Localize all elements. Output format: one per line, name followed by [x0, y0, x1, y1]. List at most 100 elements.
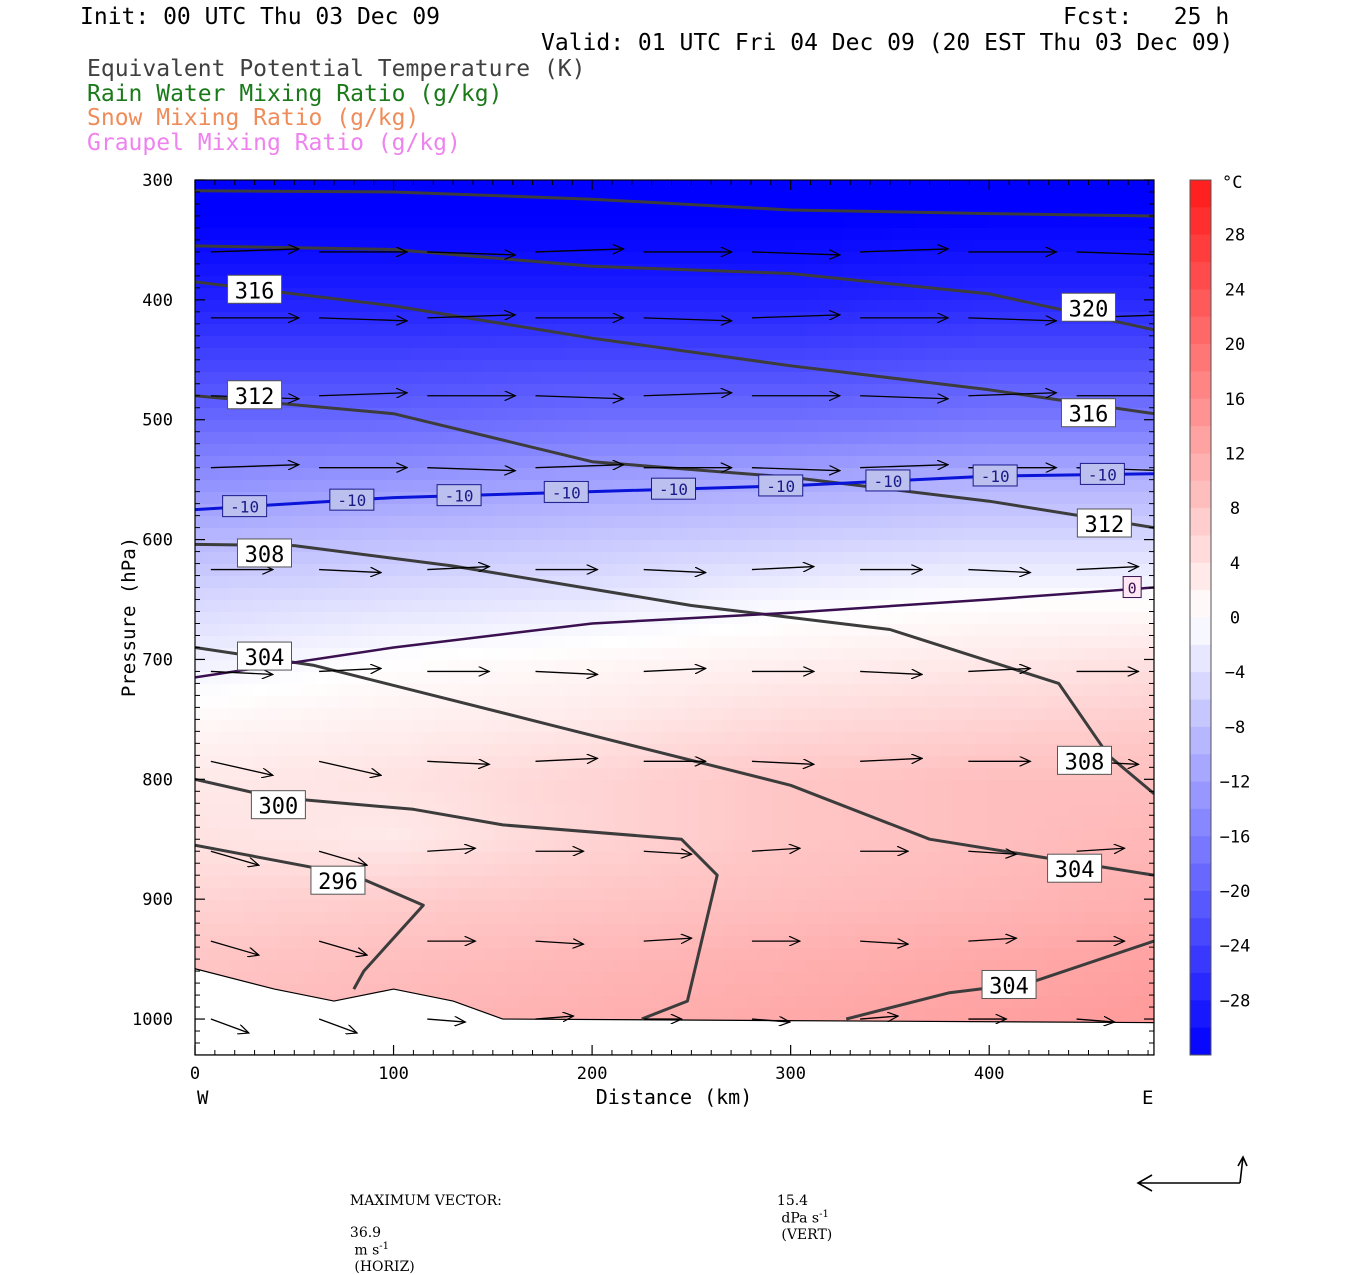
heat-cell — [267, 192, 280, 205]
heat-cell — [927, 528, 940, 541]
heat-cell — [903, 576, 916, 589]
heat-cell — [903, 720, 916, 733]
heat-cell — [315, 840, 328, 853]
heat-cell — [699, 552, 712, 565]
heat-cell — [483, 852, 496, 865]
heat-cell — [951, 828, 964, 841]
heat-cell — [195, 612, 208, 625]
heat-cell — [447, 360, 460, 373]
heat-cell — [303, 612, 316, 625]
heat-cell — [1023, 660, 1036, 673]
heat-cell — [1023, 312, 1036, 325]
heat-cell — [195, 648, 208, 661]
heat-cell — [639, 252, 652, 265]
heat-cell — [603, 516, 616, 529]
heat-cell — [723, 696, 736, 709]
heat-cell — [603, 384, 616, 397]
heat-cell — [555, 636, 568, 649]
heat-cell — [531, 912, 544, 925]
heat-cell — [1071, 216, 1084, 229]
heat-cell — [1023, 552, 1036, 565]
heat-cell — [1047, 528, 1060, 541]
heat-cell — [999, 180, 1012, 193]
heat-cell — [891, 660, 904, 673]
heat-cell — [663, 324, 676, 337]
heat-cell — [771, 552, 784, 565]
heat-cell — [471, 384, 484, 397]
heat-cell — [795, 180, 808, 193]
heat-cell — [663, 432, 676, 445]
heat-cell — [891, 564, 904, 577]
heat-cell — [195, 924, 208, 937]
heat-cell — [615, 372, 628, 385]
heat-cell — [543, 468, 556, 481]
heat-cell — [411, 780, 424, 793]
heat-cell — [675, 288, 688, 301]
heat-cell — [1023, 804, 1036, 817]
heat-cell — [747, 528, 760, 541]
heat-cell — [1023, 624, 1036, 637]
heat-cell — [543, 828, 556, 841]
heat-cell — [723, 384, 736, 397]
heat-cell — [687, 540, 700, 553]
heat-cell — [339, 912, 352, 925]
heat-cell — [1119, 648, 1132, 661]
heat-cell — [339, 456, 352, 469]
heat-cell — [1131, 708, 1144, 721]
heat-cell — [795, 300, 808, 313]
heat-cell — [831, 696, 844, 709]
heat-cell — [675, 516, 688, 529]
heat-cell — [771, 456, 784, 469]
heat-cell — [963, 336, 976, 349]
heat-cell — [771, 576, 784, 589]
heat-cell — [735, 732, 748, 745]
heat-cell — [1107, 264, 1120, 277]
heat-cell — [807, 696, 820, 709]
heat-cell — [807, 564, 820, 577]
heat-cell — [195, 828, 208, 841]
heat-cell — [243, 624, 256, 637]
heat-cell — [459, 240, 472, 253]
heat-cell — [843, 468, 856, 481]
heat-cell — [267, 624, 280, 637]
heat-cell — [939, 756, 952, 769]
heat-cell — [879, 912, 892, 925]
heat-cell — [867, 696, 880, 709]
heat-cell — [699, 780, 712, 793]
heat-cell — [615, 444, 628, 457]
heat-cell — [999, 612, 1012, 625]
heat-cell — [819, 300, 832, 313]
heat-cell — [627, 696, 640, 709]
heat-cell — [543, 876, 556, 889]
heat-cell — [819, 432, 832, 445]
heat-cell — [915, 576, 928, 589]
heat-cell — [1119, 252, 1132, 265]
heat-cell — [399, 744, 412, 757]
heat-cell — [975, 732, 988, 745]
heat-cell — [615, 864, 628, 877]
heat-cell — [219, 408, 232, 421]
heat-cell — [603, 348, 616, 361]
heat-cell — [1095, 888, 1108, 901]
heat-cell — [579, 588, 592, 601]
heat-cell — [843, 744, 856, 757]
heat-cell — [471, 684, 484, 697]
heat-cell — [231, 576, 244, 589]
heat-cell — [411, 792, 424, 805]
heat-cell — [891, 792, 904, 805]
heat-cell — [1047, 216, 1060, 229]
heat-cell — [723, 852, 736, 865]
heat-cell — [975, 816, 988, 829]
heat-cell — [531, 816, 544, 829]
heat-cell — [651, 360, 664, 373]
heat-cell — [639, 696, 652, 709]
heat-cell — [1131, 828, 1144, 841]
heat-cell — [903, 264, 916, 277]
heat-cell — [519, 720, 532, 733]
heat-cell — [471, 240, 484, 253]
heat-cell — [795, 312, 808, 325]
heat-cell — [483, 888, 496, 901]
heat-cell — [627, 276, 640, 289]
heat-cell — [879, 516, 892, 529]
heat-cell — [927, 840, 940, 853]
